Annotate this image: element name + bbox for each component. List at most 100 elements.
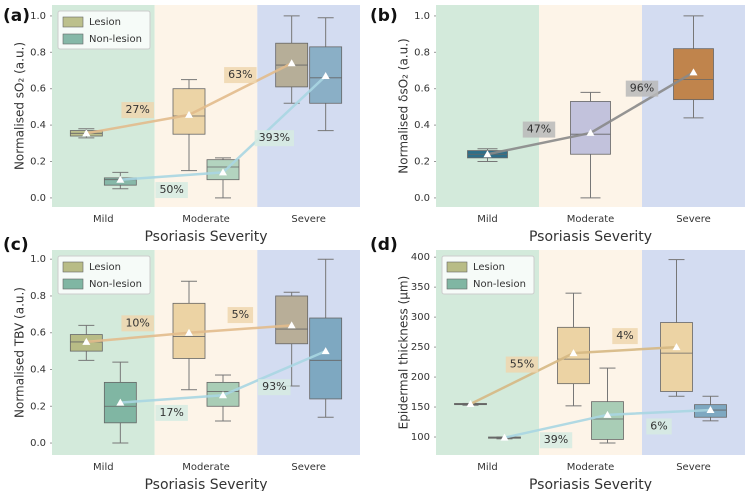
y-axis-title: Normalised sO₂ (a.u.) bbox=[13, 42, 27, 170]
panel-label: (c) bbox=[3, 235, 29, 255]
x-tick-label: Severe bbox=[291, 462, 326, 473]
annotation-box bbox=[646, 418, 672, 435]
y-tick-label: 150 bbox=[411, 402, 430, 413]
y-tick-label: 0.0 bbox=[30, 438, 46, 449]
y-tick-label: 400 bbox=[411, 252, 430, 263]
y-tick-label: 0.0 bbox=[30, 193, 46, 204]
annotation: 50% bbox=[159, 183, 183, 196]
mean-marker bbox=[569, 349, 578, 357]
x-tick-label: Moderate bbox=[567, 462, 615, 473]
annotation-box bbox=[625, 80, 659, 97]
x-tick-label: Moderate bbox=[182, 462, 230, 473]
y-tick-label: 0.4 bbox=[30, 120, 46, 131]
y-tick-label: 0.2 bbox=[414, 157, 430, 168]
y-tick-label: 0.0 bbox=[414, 193, 430, 204]
mean-marker bbox=[219, 391, 227, 399]
box bbox=[275, 295, 309, 345]
y-tick-label: 1.0 bbox=[414, 11, 430, 22]
mean-marker bbox=[287, 59, 296, 67]
x-tick-label: Severe bbox=[676, 214, 711, 225]
y-tick-label: 0.6 bbox=[30, 84, 46, 95]
legend-label: Lesion bbox=[89, 262, 121, 273]
legend-swatch bbox=[446, 278, 468, 290]
mean-marker bbox=[603, 410, 612, 418]
y-tick-label: 0.2 bbox=[30, 157, 46, 168]
mean-marker bbox=[321, 71, 330, 79]
box bbox=[309, 317, 343, 400]
annotation: 63% bbox=[228, 68, 252, 81]
x-tick-label: Moderate bbox=[567, 214, 615, 225]
legend-label: Lesion bbox=[473, 262, 505, 273]
box bbox=[570, 101, 611, 155]
mean-marker bbox=[466, 400, 475, 408]
panel-label: (d) bbox=[370, 235, 398, 255]
legend-swatch bbox=[62, 278, 84, 290]
y-tick-label: 0.6 bbox=[414, 84, 430, 95]
legend-swatch bbox=[62, 261, 84, 273]
y-axis-title: Normalised TBV (a.u.) bbox=[13, 287, 27, 418]
mean-marker bbox=[219, 168, 227, 176]
annotation-box bbox=[258, 379, 291, 396]
panel-label: (b) bbox=[370, 6, 398, 26]
annotation: 10% bbox=[125, 316, 149, 329]
x-axis-title: Psoriasis Severity bbox=[529, 477, 652, 491]
mean-marker bbox=[185, 110, 193, 118]
x-tick-label: Mild bbox=[93, 462, 114, 473]
mean-marker bbox=[116, 398, 125, 406]
mean-marker bbox=[500, 433, 509, 441]
legend-swatch bbox=[62, 33, 84, 45]
annotation: 93% bbox=[262, 380, 286, 393]
y-tick-label: 0.8 bbox=[414, 47, 430, 58]
annotation-box bbox=[522, 121, 556, 138]
annotation: 47% bbox=[527, 123, 551, 136]
mean-marker bbox=[483, 150, 492, 158]
x-tick-label: Mild bbox=[477, 214, 498, 225]
annotation: 27% bbox=[125, 103, 149, 116]
mean-marker bbox=[586, 128, 595, 136]
severity-band bbox=[154, 250, 258, 455]
annotation-box bbox=[505, 356, 539, 373]
y-tick-label: 0.2 bbox=[30, 401, 46, 412]
mean-marker bbox=[185, 328, 193, 336]
annotation-box bbox=[224, 67, 257, 84]
y-tick-label: 100 bbox=[411, 432, 430, 443]
annotation-box bbox=[539, 432, 573, 449]
x-axis-title: Psoriasis Severity bbox=[144, 229, 267, 245]
severity-band bbox=[257, 5, 360, 207]
y-axis-title: Normalised δsO₂ (a.u.) bbox=[397, 38, 411, 173]
annotation: 4% bbox=[616, 329, 633, 342]
box bbox=[660, 322, 693, 392]
panel-label: (a) bbox=[3, 6, 30, 26]
y-tick-label: 0.8 bbox=[30, 291, 46, 302]
y-tick-label: 1.0 bbox=[30, 254, 46, 265]
annotation: 393% bbox=[259, 131, 290, 144]
x-tick-label: Severe bbox=[676, 462, 711, 473]
y-tick-label: 350 bbox=[411, 282, 430, 293]
legend-label: Lesion bbox=[89, 17, 121, 28]
mean-marker bbox=[689, 68, 698, 76]
annotation-box bbox=[121, 315, 154, 332]
y-tick-label: 0.6 bbox=[30, 328, 46, 339]
mean-marker bbox=[82, 337, 91, 345]
legend-swatch bbox=[62, 16, 84, 28]
severity-band bbox=[257, 250, 360, 455]
mean-marker bbox=[287, 321, 296, 329]
y-tick-label: 0.4 bbox=[30, 365, 46, 376]
x-tick-label: Mild bbox=[93, 214, 114, 225]
mean-marker bbox=[116, 175, 125, 183]
annotation: 55% bbox=[510, 358, 534, 371]
y-axis-title: Epidermal thickness (μm) bbox=[397, 276, 411, 430]
annotation-box bbox=[121, 102, 154, 119]
box bbox=[591, 401, 624, 440]
annotation: 17% bbox=[159, 406, 183, 419]
y-tick-label: 200 bbox=[411, 372, 430, 383]
y-tick-label: 250 bbox=[411, 342, 430, 353]
severity-band bbox=[436, 5, 539, 207]
x-tick-label: Mild bbox=[477, 462, 498, 473]
y-tick-label: 1.0 bbox=[30, 11, 46, 22]
annotation: 5% bbox=[232, 308, 249, 321]
x-axis-title: Psoriasis Severity bbox=[529, 229, 652, 245]
annotation-box bbox=[227, 307, 254, 324]
mean-marker bbox=[706, 406, 715, 414]
